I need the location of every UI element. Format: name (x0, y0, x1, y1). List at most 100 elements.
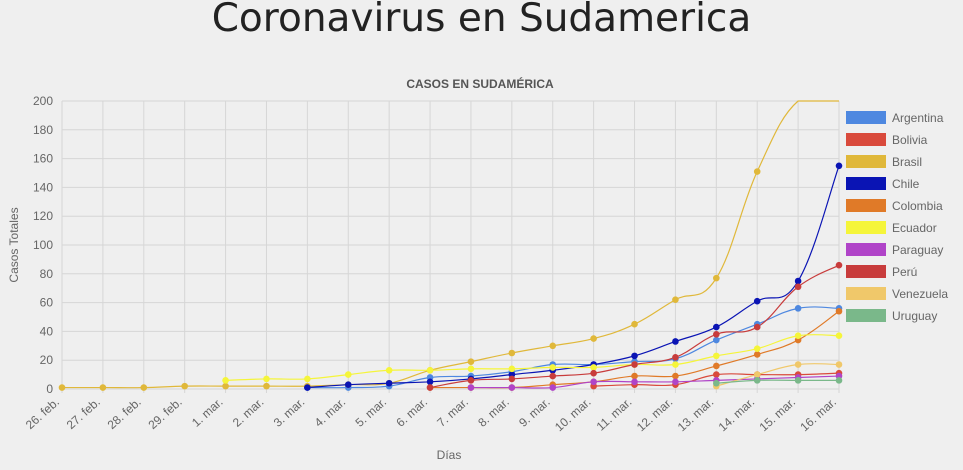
series-line (470, 375, 840, 389)
data-point (713, 362, 720, 370)
series-lines (62, 100, 840, 389)
data-point (631, 320, 638, 328)
legend-swatch (846, 309, 886, 322)
data-point (467, 365, 475, 373)
data-point (385, 366, 393, 374)
data-point (753, 377, 761, 384)
data-point (794, 277, 802, 285)
y-tick-label: 40 (40, 324, 54, 338)
data-point (794, 332, 802, 340)
data-point (753, 345, 761, 352)
data-point (549, 342, 557, 350)
data-point (467, 384, 475, 391)
x-tick-label: 2. mar. (230, 395, 267, 430)
data-point (304, 384, 311, 391)
data-point (508, 365, 516, 373)
data-point (713, 323, 720, 331)
legend-label: Brasil (892, 155, 922, 169)
series-line (307, 306, 840, 389)
y-tick-label: 120 (33, 209, 53, 223)
data-point (263, 382, 270, 390)
data-point (753, 351, 761, 358)
y-tick-label: 0 (46, 382, 53, 396)
series-line (716, 363, 840, 387)
data-point (426, 366, 434, 374)
y-tick-label: 100 (33, 238, 53, 252)
data-point (835, 162, 843, 170)
x-tick-label: 26. feb. (23, 395, 62, 432)
data-point (713, 379, 720, 387)
x-tick-label: 14. mar. (716, 395, 758, 434)
data-point (794, 283, 802, 291)
data-point (672, 296, 679, 304)
data-point (631, 361, 638, 368)
data-point (835, 361, 843, 368)
data-point (713, 371, 720, 378)
x-tick-label: 8. mar. (475, 395, 512, 430)
legend-swatch (846, 243, 886, 256)
x-tick-label: 5. mar. (353, 395, 390, 430)
data-point (590, 364, 597, 371)
series-points (58, 162, 843, 391)
y-tick-label: 200 (33, 94, 53, 108)
legend-swatch (846, 177, 886, 190)
chart-legend: Argentina Bolivia Brasil Chile Colombia Ecuad… (846, 111, 948, 323)
y-tick-label: 180 (33, 123, 53, 137)
data-point (672, 354, 679, 361)
data-point (713, 274, 720, 282)
data-point (672, 372, 679, 380)
series-line (716, 379, 839, 384)
data-point (508, 384, 516, 391)
data-point (344, 381, 352, 388)
legend-label: Perú (892, 265, 917, 279)
data-point (508, 375, 516, 383)
data-point (222, 377, 229, 384)
legend-label: Ecuador (892, 221, 937, 235)
legend-label: Uruguay (892, 309, 937, 323)
data-point (304, 375, 311, 383)
data-point (713, 352, 720, 360)
data-point (426, 384, 434, 391)
y-tick-label: 20 (40, 353, 54, 367)
page-title: Coronavirus en Sudamerica (211, 0, 752, 41)
legend-label: Venezuela (892, 287, 948, 301)
legend-label: Bolivia (892, 133, 928, 147)
legend-label: Paraguay (892, 243, 943, 257)
data-point (385, 379, 393, 387)
legend-swatch (846, 111, 886, 124)
data-point (672, 361, 679, 368)
data-point (672, 338, 679, 345)
x-tick-label: 12. mar. (634, 395, 676, 434)
data-point (631, 352, 638, 360)
data-point (631, 372, 638, 380)
data-point (426, 378, 434, 386)
data-point (753, 297, 761, 305)
data-point (549, 364, 557, 371)
legend-swatch (846, 133, 886, 146)
y-tick-label: 140 (33, 180, 53, 194)
data-point (753, 371, 761, 378)
data-point (590, 335, 597, 342)
data-point (508, 349, 516, 357)
data-point (181, 382, 188, 390)
legend-label: Colombia (892, 199, 943, 213)
data-point (263, 375, 270, 383)
data-point (713, 336, 720, 344)
data-point (794, 377, 802, 384)
series-line (307, 165, 840, 389)
x-tick-label: 1. mar. (189, 395, 226, 430)
y-axis-label: Casos Totales (7, 207, 21, 282)
x-tick-label: 10. mar. (552, 395, 594, 434)
data-point (590, 378, 597, 386)
data-point (753, 323, 761, 331)
data-point (713, 330, 720, 338)
data-point (549, 372, 557, 380)
x-tick-label: 9. mar. (516, 395, 553, 430)
data-point (835, 332, 843, 340)
data-point (467, 358, 475, 365)
x-tick-label: 16. mar. (797, 395, 839, 434)
data-point (58, 384, 66, 391)
series-line (225, 333, 840, 381)
data-point (549, 384, 557, 391)
